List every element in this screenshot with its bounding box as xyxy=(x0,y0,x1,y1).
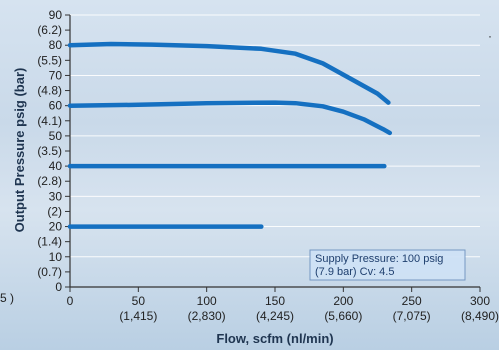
y-tick-label: 70 xyxy=(49,68,63,82)
y-label-clipped-right-edge: · xyxy=(488,29,492,43)
y-tick-label: 50 xyxy=(49,129,63,143)
y-tick-label: (0.7) xyxy=(37,265,62,279)
x-tick-label: 50 xyxy=(132,294,146,308)
axes xyxy=(65,14,481,292)
x-tick-sublabel: (5,660) xyxy=(324,309,362,323)
y-tick-label: (3.5) xyxy=(37,144,62,158)
series-line-2 xyxy=(67,100,393,136)
y-tick-label: (1.4) xyxy=(37,235,62,249)
annotation-line-2: (7.9 bar) Cv: 4.5 xyxy=(315,266,394,278)
y-tick-label: 60 xyxy=(49,99,63,113)
left-edge-clipped-label: 5 ) xyxy=(0,291,14,305)
x-tick-label: 250 xyxy=(402,294,422,308)
y-tick-label: 40 xyxy=(49,159,63,173)
y-tick-label: (4.1) xyxy=(37,114,62,128)
x-tick-sublabel: (2,830) xyxy=(188,309,226,323)
x-tick-label: 100 xyxy=(197,294,217,308)
y-tick-label: (5.5) xyxy=(37,53,62,67)
x-tick-sublabel: (4,245) xyxy=(256,309,294,323)
annotation-line-1: Supply Pressure: 100 psig xyxy=(315,253,443,265)
y-tick-label: (2) xyxy=(47,204,62,218)
x-tick-label: 200 xyxy=(333,294,353,308)
y-tick-label: (6.2) xyxy=(37,23,62,37)
x-tick-label: 0 xyxy=(67,294,74,308)
x-tick-label: 300 xyxy=(470,294,490,308)
x-tick-sublabel: (1,415) xyxy=(119,309,157,323)
annotation-box-group: Supply Pressure: 100 psig (7.9 bar) Cv: … xyxy=(309,249,466,281)
y-axis-label: Output Pressure psig (bar) xyxy=(12,68,27,233)
series-lines xyxy=(67,41,393,229)
y-tick-label: (2.8) xyxy=(37,174,62,188)
y-tick-label: 90 xyxy=(49,8,63,22)
x-axis-label: Flow, scfm (nl/min) xyxy=(216,331,333,346)
y-tick-label: 10 xyxy=(49,250,63,264)
x-tick-labels: 0 50(1,415) 100(2,830) 150(4,245) 200(5,660)… xyxy=(67,294,499,323)
y-tick-labels: 0(0.7)10(1.4)20 (2)30(2.8)40(3.5)50(4.1)6… xyxy=(37,8,62,294)
y-tick-label: 20 xyxy=(49,220,63,234)
x-tick-sublabel: (8,490) xyxy=(461,309,499,323)
annotation-box xyxy=(309,249,466,281)
y-tick-label: (4.8) xyxy=(37,84,62,98)
x-tick-label: 150 xyxy=(265,294,285,308)
x-tick-sublabel: (7,075) xyxy=(393,309,431,323)
y-tick-label: 30 xyxy=(49,189,63,203)
y-tick-label: 0 xyxy=(55,280,62,294)
y-tick-label: 80 xyxy=(49,38,63,52)
series-line-1 xyxy=(67,41,391,105)
